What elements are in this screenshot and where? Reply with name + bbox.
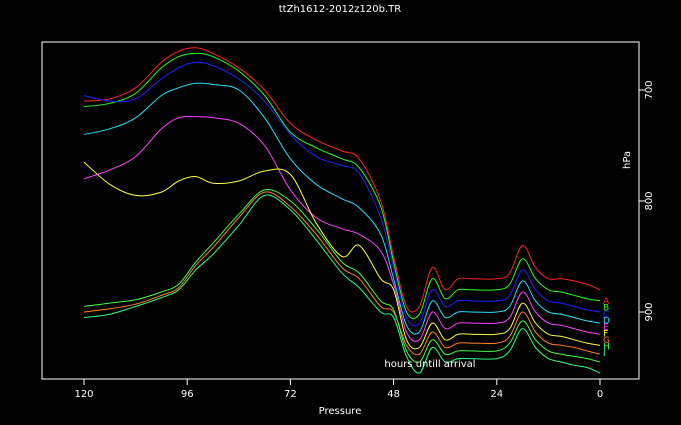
x-tick-label: 96	[181, 389, 194, 400]
y-axis-ticks: 700 800 900	[639, 80, 655, 322]
series-line-A	[83, 47, 601, 313]
legend-label: F	[603, 330, 608, 340]
y-tick-label: 700	[644, 80, 655, 99]
series-line-I	[83, 194, 601, 374]
legend-label: C	[603, 310, 609, 320]
series-line-B	[83, 52, 601, 319]
x-tick-label: 120	[74, 389, 93, 400]
series-line-H	[83, 188, 601, 363]
legend-label: B	[603, 304, 609, 314]
series-line-E	[83, 115, 601, 342]
chart-title: ttZh1612-2012z120b.TR	[279, 4, 402, 15]
x-tick-label: 48	[387, 389, 400, 400]
x-axis-label: Pressure	[319, 406, 362, 417]
plot-frame	[41, 41, 640, 380]
x-tick-label: 24	[490, 389, 503, 400]
legend-label: H	[603, 343, 610, 353]
series-line-C	[83, 61, 601, 327]
y-tick-label: 900	[644, 302, 655, 321]
x-tick-label: 0	[597, 389, 603, 400]
legend-label: A	[603, 297, 610, 307]
y-tick-label: 800	[644, 191, 655, 210]
y-axis-label: hPa	[622, 151, 633, 169]
series-line-F	[83, 161, 601, 350]
annotation-text: hours untill arrival	[384, 359, 475, 370]
legend-label: E	[603, 323, 609, 333]
legend-label: D	[603, 317, 610, 327]
legend-label: I	[603, 349, 606, 359]
x-tick-label: 72	[284, 389, 297, 400]
x-axis-ticks: 120 96 72 48 24 0	[74, 379, 603, 400]
series-line-D	[83, 82, 601, 335]
legend-label: G	[603, 336, 610, 346]
series-group	[83, 47, 601, 374]
